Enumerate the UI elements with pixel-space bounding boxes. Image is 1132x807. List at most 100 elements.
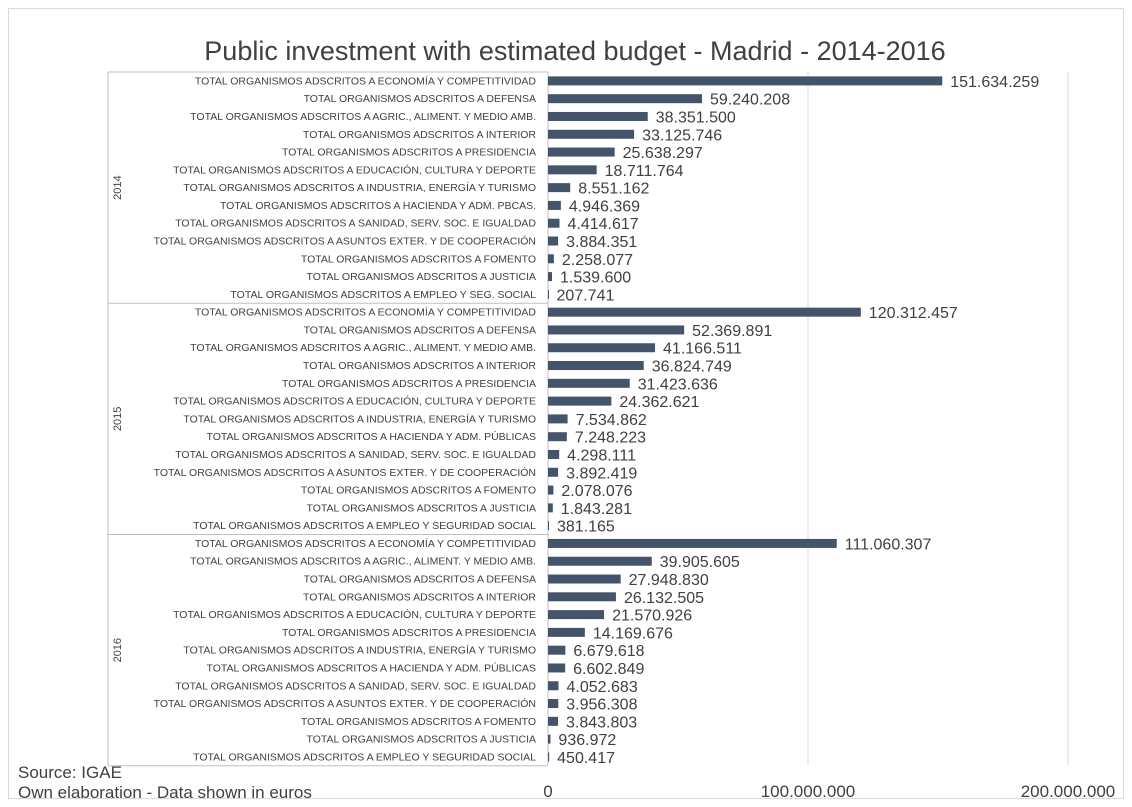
bar	[548, 610, 605, 620]
data-label: 18.711.764	[605, 163, 684, 180]
data-label: 450.417	[557, 750, 615, 767]
gridlines	[807, 72, 1069, 765]
category-label: TOTAL ORGANISMOS ADSCRITOS A DEFENSA	[304, 324, 536, 336]
value-axis-ticks: 0 100.000.000 200.000.000	[543, 782, 1115, 801]
category-label: TOTAL ORGANISMOS ADSCRITOS A INDUSTRIA, …	[183, 644, 536, 657]
category-label: TOTAL ORGANISMOS ADSCRITOS A EMPLEO Y SE…	[230, 289, 536, 301]
data-label: 207.741	[557, 287, 615, 304]
bar	[548, 325, 685, 335]
data-label: 7.248.223	[575, 430, 646, 447]
bar	[548, 645, 566, 655]
category-label: TOTAL ORGANISMOS ADSCRITOS A JUSTICIA	[307, 502, 537, 514]
data-label: 31.423.636	[638, 376, 718, 393]
category-label: TOTAL ORGANISMOS ADSCRITOS A ECONOMÍA Y …	[195, 537, 537, 550]
data-label: 6.602.849	[573, 661, 644, 678]
data-label: 120.312.457	[869, 305, 958, 322]
bar	[548, 111, 648, 121]
bar	[548, 361, 644, 371]
bar	[548, 627, 585, 637]
data-label: 6.679.618	[573, 643, 644, 660]
category-label: TOTAL ORGANISMOS ADSCRITOS A EMPLEO Y SE…	[193, 751, 536, 763]
chart-frame	[8, 8, 1124, 799]
bar	[548, 432, 567, 442]
bar	[548, 556, 652, 566]
category-label: TOTAL ORGANISMOS ADSCRITOS A HACIENDA Y …	[207, 430, 536, 443]
data-label: 7.534.862	[576, 412, 647, 429]
category-label: TOTAL ORGANISMOS ADSCRITOS A AGRIC., ALI…	[190, 556, 536, 568]
category-label: TOTAL ORGANISMOS ADSCRITOS A PRESIDENCIA	[282, 627, 536, 639]
bar	[548, 449, 560, 459]
category-label: TOTAL ORGANISMOS ADSCRITOS A INDUSTRIA, …	[183, 181, 536, 194]
elaboration-note: Own elaboration - Data shown in euros	[18, 783, 312, 802]
bar	[548, 129, 635, 139]
data-label: 52.369.891	[692, 323, 772, 340]
year-label: 2015	[112, 407, 124, 431]
category-label: TOTAL ORGANISMOS ADSCRITOS A DEFENSA	[304, 93, 536, 105]
category-label: TOTAL ORGANISMOS ADSCRITOS A DEFENSA	[304, 574, 536, 586]
category-label: TOTAL ORGANISMOS ADSCRITOS A JUSTICIA	[307, 734, 537, 746]
data-label: 41.166.511	[663, 341, 742, 358]
data-label: 4.946.369	[569, 198, 640, 215]
data-label: 4.414.617	[567, 216, 638, 233]
data-label: 3.956.308	[566, 697, 637, 714]
bar	[548, 236, 559, 246]
bar	[548, 538, 837, 548]
bar	[548, 663, 566, 673]
data-label: 8.551.162	[578, 181, 649, 198]
category-label: TOTAL ORGANISMOS ADSCRITOS A SANIDAD, SE…	[175, 449, 536, 461]
chart-title: Public investment with estimated budget …	[204, 36, 945, 66]
bar	[548, 183, 571, 193]
bar	[548, 165, 597, 175]
category-label: TOTAL ORGANISMOS ADSCRITOS A EDUCACIÓN, …	[173, 395, 536, 408]
bar	[548, 289, 549, 299]
data-label: 111.060.307	[845, 536, 932, 553]
category-label: TOTAL ORGANISMOS ADSCRITOS A INTERIOR	[303, 591, 536, 603]
category-label: TOTAL ORGANISMOS ADSCRITOS A FOMENTO	[301, 716, 536, 728]
category-label: TOTAL ORGANISMOS ADSCRITOS A ECONOMÍA Y …	[195, 74, 537, 87]
bar	[548, 681, 559, 691]
data-label: 2.258.077	[562, 252, 633, 269]
category-label: TOTAL ORGANISMOS ADSCRITOS A ASUNTOS EXT…	[154, 235, 536, 248]
bar	[548, 414, 568, 424]
data-label: 14.169.676	[593, 625, 673, 642]
x-tick-label: 100.000.000	[761, 782, 856, 801]
data-label: 25.638.297	[623, 145, 703, 162]
bar	[548, 503, 553, 513]
category-label: TOTAL ORGANISMOS ADSCRITOS A INTERIOR	[303, 360, 536, 372]
category-label: TOTAL ORGANISMOS ADSCRITOS A HACIENDA Y …	[207, 661, 536, 674]
data-label: 3.884.351	[566, 234, 637, 251]
data-label: 26.132.505	[624, 590, 704, 607]
category-label: TOTAL ORGANISMOS ADSCRITOS A PRESIDENCIA	[282, 378, 536, 390]
bar	[548, 752, 550, 762]
year-label: 2016	[112, 638, 124, 662]
bars	[548, 76, 943, 762]
bar	[548, 396, 612, 406]
bar	[548, 147, 615, 157]
bar	[548, 307, 861, 317]
category-label: TOTAL ORGANISMOS ADSCRITOS A SANIDAD, SE…	[175, 218, 536, 230]
category-label: TOTAL ORGANISMOS ADSCRITOS A FOMENTO	[301, 253, 536, 265]
data-label: 27.948.830	[629, 572, 709, 589]
x-tick-label: 200.000.000	[1021, 782, 1116, 801]
category-label: TOTAL ORGANISMOS ADSCRITOS A SANIDAD, SE…	[175, 680, 536, 692]
category-label: TOTAL ORGANISMOS ADSCRITOS A AGRIC., ALI…	[190, 342, 536, 354]
data-labels: 151.634.259 59.240.20838.351.50033.125.74…	[557, 74, 1040, 767]
category-label: TOTAL ORGANISMOS ADSCRITOS A ASUNTOS EXT…	[154, 697, 536, 710]
data-label: 38.351.500	[656, 109, 736, 126]
data-label: 4.298.111	[567, 447, 636, 464]
data-label: 3.892.419	[566, 465, 637, 482]
category-label: TOTAL ORGANISMOS ADSCRITOS A EDUCACIÓN, …	[173, 163, 536, 176]
data-label: 21.570.926	[612, 608, 692, 625]
data-label: 4.052.683	[567, 679, 638, 696]
category-label: TOTAL ORGANISMOS ADSCRITOS A AGRIC., ALI…	[190, 111, 536, 123]
category-label: TOTAL ORGANISMOS ADSCRITOS A EDUCACIÓN, …	[173, 608, 536, 621]
bar	[548, 76, 943, 86]
bar	[548, 200, 561, 210]
data-label: 381.165	[557, 519, 615, 536]
data-label: 24.362.621	[619, 394, 699, 411]
data-label: 3.843.803	[566, 714, 637, 731]
bar	[548, 218, 560, 228]
category-label: TOTAL ORGANISMOS ADSCRITOS A INDUSTRIA, …	[183, 412, 536, 425]
data-label: 1.539.600	[560, 270, 631, 287]
